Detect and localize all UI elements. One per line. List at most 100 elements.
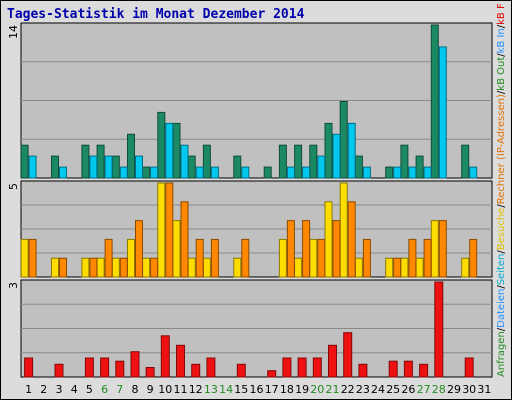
y-max-label: 14 <box>7 25 20 39</box>
bar-kb-f-day-9 <box>145 367 155 378</box>
bar-besuche-day-23 <box>354 257 363 278</box>
legend-entry: kB Out <box>496 57 507 91</box>
bar-dateien-day-28 <box>438 46 447 179</box>
bar-rechner-ip-adressen--day-5 <box>89 257 98 278</box>
bar-anfragen-day-9 <box>142 166 151 179</box>
bar-kb-f-day-22 <box>343 332 353 378</box>
bar-kb-f-day-13 <box>206 357 216 378</box>
bar-dateien-day-25 <box>393 166 402 179</box>
x-tick-label: 11 <box>174 383 188 396</box>
bar-anfragen-day-25 <box>385 166 394 179</box>
legend-entry: Seiten <box>496 254 507 286</box>
bar-anfragen-day-27 <box>415 155 424 179</box>
bar-anfragen-day-21 <box>324 122 333 179</box>
bar-besuche-day-3 <box>51 257 59 278</box>
bar-dateien-day-9 <box>150 166 159 179</box>
bar-rechner-ip-adressen--day-28 <box>438 220 447 278</box>
bar-kb-f-day-10 <box>160 335 170 378</box>
bar-rechner-ip-adressen--day-9 <box>150 257 159 278</box>
x-tick-label: 12 <box>189 383 203 396</box>
bar-rechner-ip-adressen--day-11 <box>180 201 189 278</box>
x-tick-label: 28 <box>432 383 446 396</box>
legend-entry: kB F <box>496 3 507 25</box>
x-tick-label: 30 <box>462 383 476 396</box>
bar-anfragen-day-20 <box>309 144 318 179</box>
legend: Anfragen/Dateien/Seiten/Besuche/Rechner … <box>496 3 507 377</box>
bar-besuche-day-19 <box>294 257 303 278</box>
bar-besuche-day-15 <box>233 257 242 278</box>
bar-rechner-ip-adressen--day-26 <box>408 238 417 278</box>
y-max-label: 5 <box>7 183 20 190</box>
x-tick-label: 3 <box>56 383 63 396</box>
bar-dateien-day-5 <box>89 155 98 179</box>
bar-dateien-day-1 <box>28 155 37 179</box>
bar-anfragen-day-6 <box>96 144 105 179</box>
bar-rechner-ip-adressen--day-1 <box>28 238 37 278</box>
bar-rechner-ip-adressen--day-12 <box>195 238 204 278</box>
bar-dateien-day-13 <box>210 166 219 179</box>
bar-kb-f-day-7 <box>115 360 125 378</box>
legend-entry: / <box>496 285 507 289</box>
bar-kb-f-day-30 <box>464 357 474 378</box>
legend-entry: / <box>496 250 507 254</box>
bar-besuche-day-30 <box>461 257 470 278</box>
x-tick-label: 5 <box>86 383 93 396</box>
bar-dateien-day-19 <box>302 166 311 179</box>
x-tick-label: 4 <box>71 383 78 396</box>
bar-rechner-ip-adressen--day-10 <box>165 182 174 278</box>
bar-kb-f-day-5 <box>84 357 94 378</box>
bar-anfragen-day-23 <box>354 155 363 179</box>
x-tick-label: 16 <box>250 383 264 396</box>
bar-kb-f-day-19 <box>297 357 307 378</box>
x-tick-label: 25 <box>386 383 400 396</box>
bar-anfragen-day-10 <box>157 111 166 179</box>
x-tick-label: 20 <box>310 383 324 396</box>
bar-anfragen-day-30 <box>461 144 470 179</box>
bar-dateien-day-21 <box>332 133 341 179</box>
bar-dateien-day-18 <box>286 166 295 179</box>
legend-entry: / <box>496 24 507 28</box>
x-tick-label: 29 <box>447 383 461 396</box>
bar-kb-f-day-15 <box>236 363 246 378</box>
bar-rechner-ip-adressen--day-13 <box>210 238 219 278</box>
bar-anfragen-day-19 <box>294 144 303 179</box>
chart-title: Tages-Statistik im Monat Dezember 2014 <box>7 7 305 22</box>
bar-anfragen-day-11 <box>172 122 181 179</box>
bar-dateien-day-7 <box>119 166 128 179</box>
bar-besuche-day-13 <box>202 257 211 278</box>
bar-rechner-ip-adressen--day-23 <box>362 238 371 278</box>
bar-besuche-day-9 <box>142 257 151 278</box>
legend-entry: / <box>496 53 507 57</box>
x-tick-label: 7 <box>116 383 123 396</box>
bar-kb-f-day-17 <box>267 370 277 378</box>
x-tick-label: 14 <box>219 383 233 396</box>
bar-kb-f-day-20 <box>312 357 322 378</box>
bar-besuche-day-28 <box>430 220 439 278</box>
legend-entry: Dateien <box>496 289 507 328</box>
bar-dateien-day-12 <box>195 166 204 179</box>
bar-dateien-day-22 <box>347 122 356 179</box>
bar-kb-f-day-11 <box>176 344 185 378</box>
bar-besuche-day-22 <box>339 182 348 278</box>
bar-anfragen-day-3 <box>51 155 59 179</box>
bar-dateien-day-30 <box>469 166 478 179</box>
x-tick-label: 6 <box>101 383 108 396</box>
bar-besuche-day-6 <box>96 257 105 278</box>
bar-dateien-day-6 <box>104 155 113 179</box>
x-tick-label: 8 <box>132 383 139 396</box>
x-tick-label: 22 <box>341 383 355 396</box>
bar-besuche-day-8 <box>127 238 135 278</box>
y-max-label: 3 <box>7 282 20 289</box>
bar-kb-f-day-3 <box>54 363 64 378</box>
bar-rechner-ip-adressen--day-18 <box>286 220 295 278</box>
bar-anfragen-day-22 <box>339 101 348 179</box>
legend-entry: / <box>496 90 507 94</box>
bar-kb-f-day-21 <box>328 344 337 378</box>
bar-anfragen-day-7 <box>111 155 120 179</box>
x-tick-label: 19 <box>295 383 309 396</box>
bar-anfragen-day-12 <box>187 155 196 179</box>
bar-rechner-ip-adressen--day-8 <box>135 220 143 278</box>
bar-besuche-day-18 <box>278 238 287 278</box>
x-tick-label: 17 <box>265 383 279 396</box>
